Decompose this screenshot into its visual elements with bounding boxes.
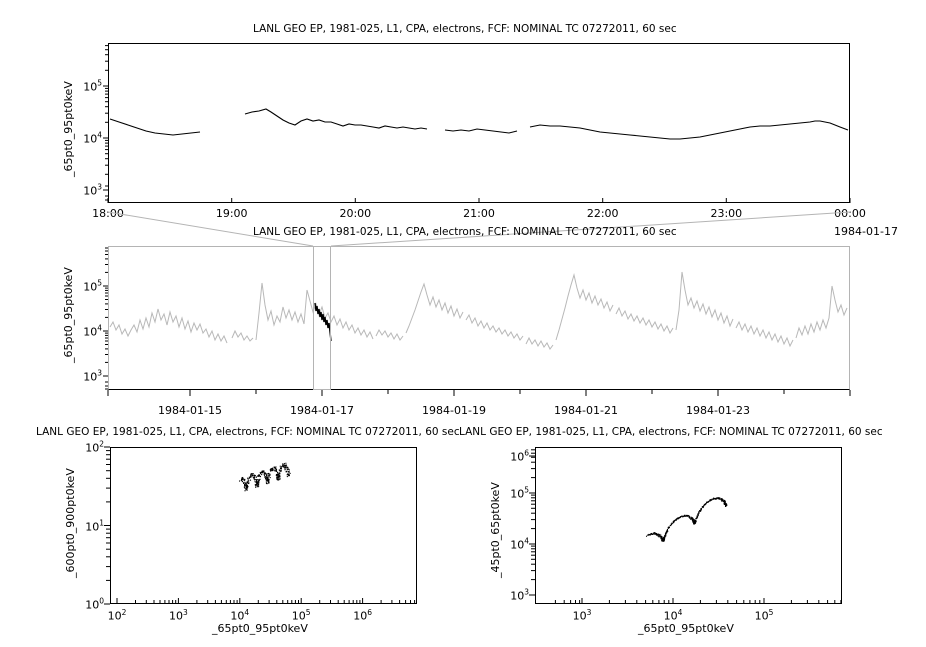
panel-scatter-left-xtick-4: 106 <box>353 608 372 623</box>
panel-scatter-left-title: LANL GEO EP, 1981-025, L1, CPA, electron… <box>36 426 460 438</box>
panel-context-xtick-1: 1984-01-17 <box>290 404 354 417</box>
panel-top-xtick-5: 23:00 <box>710 207 743 220</box>
panel-top-ytick-3: 103 <box>83 182 102 198</box>
panel-scatter-right-ytick-6: 106 <box>510 448 529 464</box>
panel-context-xtick-2: 1984-01-19 <box>422 404 486 417</box>
panel-scatter-left-xtick-1: 103 <box>169 608 188 623</box>
panel-top-axes <box>108 43 850 203</box>
panel-context-xtick-4: 1984-01-23 <box>686 404 750 417</box>
panel-scatter-left-axes <box>110 447 417 604</box>
panel-top-ytick-4: 104 <box>83 130 102 146</box>
panel-scatter-right-axes <box>535 447 842 604</box>
panel-scatter-left-xtick-2: 104 <box>230 608 250 623</box>
panel-scatter-right-xtick-0: 103 <box>572 608 592 623</box>
panel-context-title: LANL GEO EP, 1981-025, L1, CPA, electron… <box>253 226 677 238</box>
panel-scatter-left-ytick-2: 102 <box>85 439 104 455</box>
panel-scatter-left-xtick-3: 105 <box>291 608 311 623</box>
panel-context-xtick-3: 1984-01-21 <box>554 404 618 417</box>
panel-top-xtick-6: 00:00 <box>834 207 866 220</box>
panel-top-xtick-2: 20:00 <box>339 207 372 220</box>
panel-context-ytick-3: 103 <box>83 368 102 384</box>
panel-scatter-right-xtick-1: 104 <box>663 608 683 623</box>
panel-context-ytick-5: 105 <box>83 278 102 294</box>
panel-scatter-right-xtick-2: 105 <box>754 608 774 623</box>
panel-scatter-right-ytick-4: 104 <box>510 536 529 552</box>
panel-context-ytick-4: 104 <box>83 323 102 339</box>
panel-scatter-left-xtick-0: 102 <box>107 608 127 623</box>
panel-top-date-label: 1984-01-17 <box>834 225 898 238</box>
panel-top-ytick-5: 105 <box>83 78 102 94</box>
panel-top-xtick-0: 18:00 <box>92 207 124 220</box>
panel-scatter-left-ytick-1: 101 <box>85 518 104 533</box>
panel-top-xtick-3: 21:00 <box>463 207 495 220</box>
panel-scatter-left-ytick-0: 100 <box>85 596 104 612</box>
panel-scatter-left-xlabel: _65pt0_95pt0keV <box>212 622 308 635</box>
panel-top-xtick-4: 22:00 <box>586 207 619 220</box>
panel-top-title: LANL GEO EP, 1981-025, L1, CPA, electron… <box>253 23 677 35</box>
panel-scatter-right-ytick-5: 105 <box>510 485 529 501</box>
panel-scatter-right-xlabel: _65pt0_95pt0keV <box>638 622 734 635</box>
panel-scatter-right-title: LANL GEO EP, 1981-025, L1, CPA, electron… <box>459 426 883 438</box>
zoom-selection-box[interactable] <box>313 246 331 390</box>
panel-context-xtick-0: 1984-01-15 <box>158 404 222 417</box>
panel-top-xtick-1: 19:00 <box>215 207 248 220</box>
panel-scatter-right-ytick-3: 103 <box>510 587 529 603</box>
